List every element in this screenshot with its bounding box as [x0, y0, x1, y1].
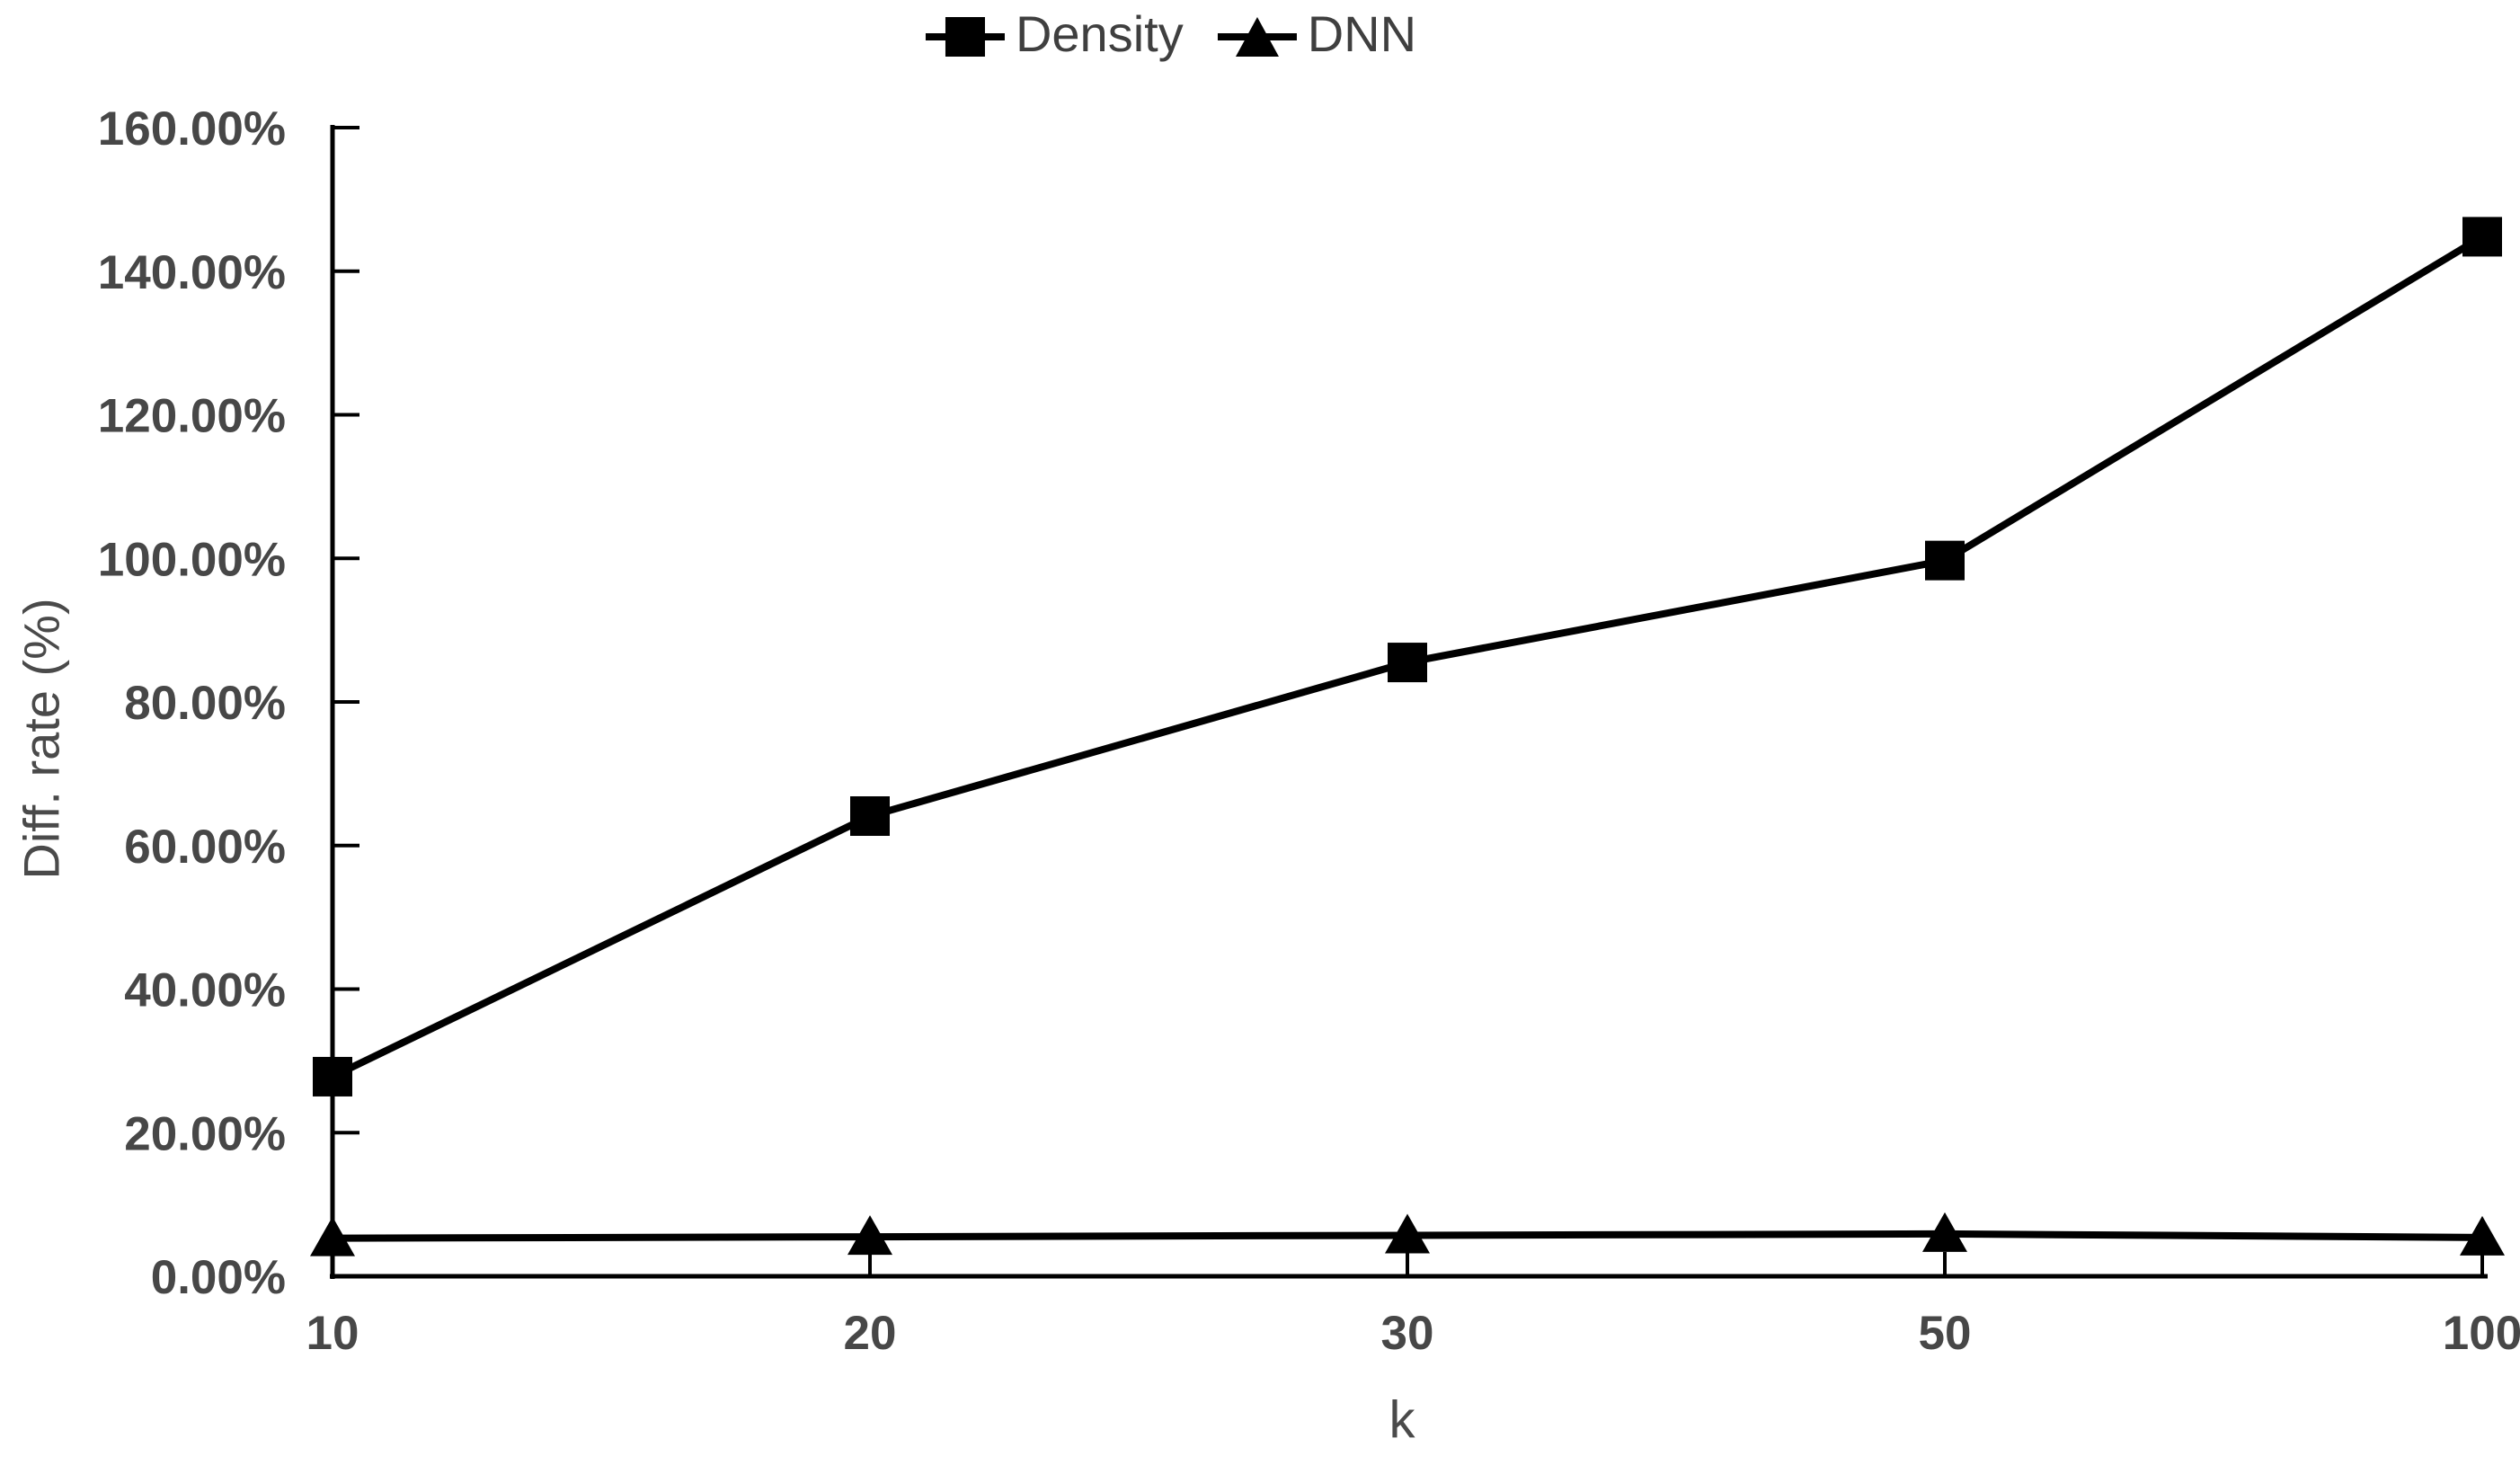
x-tick-label: 10: [306, 1307, 359, 1360]
y-tick-label: 80.00%: [124, 677, 286, 730]
dnn-marker-triangle: [2460, 1215, 2505, 1256]
density-marker-square: [1388, 643, 1427, 683]
x-tick-label: 100: [2443, 1307, 2520, 1360]
y-tick-label: 100.00%: [98, 533, 286, 586]
density-marker-square: [2462, 217, 2502, 257]
y-tick-label: 120.00%: [98, 390, 286, 443]
dnn-marker-triangle: [310, 1216, 355, 1256]
x-tick-label: 50: [1919, 1307, 1972, 1360]
dnn-marker-triangle: [1385, 1213, 1430, 1254]
triangle-icon: [1235, 17, 1279, 57]
dnn-marker-triangle: [1922, 1212, 1967, 1252]
density-marker-square: [850, 796, 890, 837]
y-tick-label: 160.00%: [98, 102, 286, 155]
x-tick-label: 30: [1381, 1307, 1434, 1360]
y-tick-label: 60.00%: [124, 821, 286, 874]
legend: Density DNN: [925, 5, 1417, 63]
dnn-triangle-marker-icon: [1217, 14, 1297, 58]
y-tick-label: 140.00%: [98, 246, 286, 299]
y-tick-label: 0.00%: [151, 1251, 286, 1304]
square-icon: [945, 17, 985, 57]
x-axis-title: k: [1389, 1390, 1415, 1450]
legend-item-density: Density: [925, 5, 1184, 63]
legend-item-dnn: DNN: [1217, 5, 1417, 63]
legend-label-dnn: DNN: [1307, 5, 1417, 62]
density-marker-square: [313, 1056, 352, 1097]
y-axis-title: Diff. rate (%): [13, 598, 70, 880]
density-marker-square: [1925, 540, 1965, 581]
y-tick-label: 20.00%: [124, 1107, 286, 1160]
density-square-marker-icon: [925, 14, 1005, 58]
dnn-marker-triangle: [847, 1215, 892, 1256]
y-tick-label: 40.00%: [124, 964, 286, 1017]
x-tick-label: 20: [844, 1307, 897, 1360]
legend-label-density: Density: [1015, 5, 1184, 62]
